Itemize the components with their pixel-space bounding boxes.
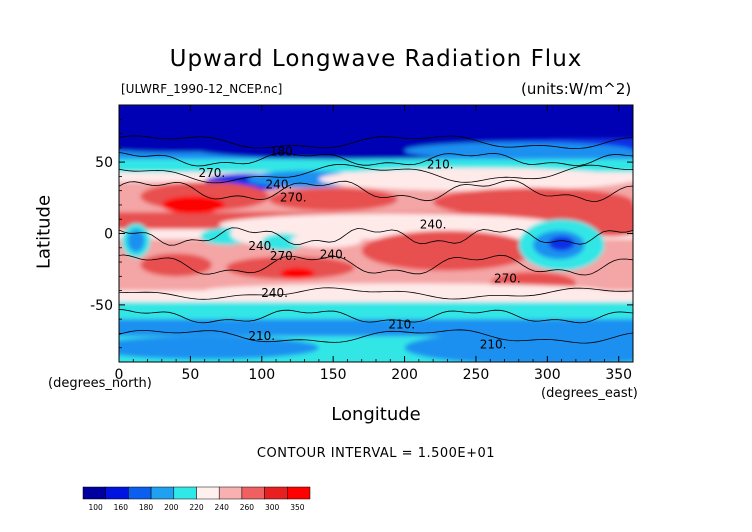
contour-label-12: 210. [388, 317, 415, 331]
x-tick-label: 0 [115, 367, 124, 383]
y-tick-label: 50 [95, 155, 113, 171]
x-tick-label: 300 [534, 367, 561, 383]
colorbar-label: 160 [114, 503, 129, 512]
colorbar: 100 160 180 200 220 240 260 300 350 [82, 486, 311, 512]
contour-label-8: 240. [320, 247, 347, 261]
file-name-label: [ULWRF_1990-12_NCEP.nc] [121, 82, 283, 96]
contour-240-south [119, 287, 633, 300]
chart-title: Upward Longwave Radiation Flux [169, 46, 583, 72]
contour-label-10: 240. [261, 286, 288, 300]
colorbar-label: 300 [265, 503, 280, 512]
contour-label-2: 270. [198, 166, 225, 180]
contour-210-antarctic [119, 329, 633, 344]
blob-npacific-pink [318, 167, 633, 191]
contour-240-north [119, 163, 633, 184]
x-tick-label: 350 [605, 367, 632, 383]
blob-amazon-deep [548, 236, 575, 251]
x-tick-label: 200 [391, 367, 418, 383]
blob-antarctic-blue [404, 330, 633, 362]
contour-180 [119, 135, 633, 150]
blob-africa-blue [127, 229, 145, 253]
blob-itcz-pale [218, 213, 562, 237]
contour-270-south [119, 254, 633, 276]
blob-pacific-nw-red [268, 187, 398, 211]
blob-south-pink [204, 283, 605, 298]
x-tick-label: 150 [320, 367, 347, 383]
contour-210-north [119, 152, 633, 167]
colorbar-swatch [128, 486, 152, 500]
contour-label-7: 270. [270, 249, 297, 263]
blob-australia-hot [280, 267, 315, 280]
blob-sahara-hot [161, 196, 225, 214]
contour-label-13: 210. [480, 337, 507, 351]
x-axis-label: Longitude [331, 404, 421, 425]
blob-spacific-red [361, 230, 534, 271]
y-tick-label: 0 [104, 227, 113, 243]
y-axis-units: (degrees_north) [48, 376, 152, 391]
flux-field [119, 105, 633, 362]
x-tick-label: 50 [181, 367, 199, 383]
contour-210-south [119, 309, 633, 324]
blob-antarctic-blue-w [119, 336, 319, 360]
flux-bands [119, 105, 633, 362]
colorbar-swatch [150, 486, 175, 500]
colorbar-label: 240 [215, 503, 230, 512]
x-axis-units: (degrees_east) [541, 386, 638, 401]
colorbar-label: 350 [290, 503, 305, 512]
contour-label-1: 210. [427, 157, 454, 171]
contour-label-6: 240. [248, 239, 275, 253]
colorbar-label: 100 [88, 503, 103, 512]
contour-label-0: 180. [270, 145, 297, 159]
contour-label-5: 240. [420, 217, 447, 231]
contour-label-3: 240. [266, 177, 293, 191]
contour-lines [119, 135, 633, 344]
x-tick-label: 100 [248, 367, 275, 383]
contour-240-equator [119, 227, 633, 246]
contour-270-north [119, 179, 633, 202]
colorbar-label: 200 [164, 503, 179, 512]
blob-safrica-red [140, 253, 212, 277]
colorbar-swatch [218, 486, 243, 500]
band-south-cyan [119, 302, 633, 320]
colorbar-swatch [173, 486, 197, 500]
colorbar-swatch [264, 486, 288, 500]
blob-arctic-dark [119, 107, 633, 143]
colorbar-swatch [241, 486, 265, 500]
blob-australia-red [226, 256, 355, 280]
colorbar-label: 260 [240, 503, 255, 512]
colorbar-label: 220 [189, 503, 204, 512]
colorbar-label: 180 [139, 503, 154, 512]
contour-label-11: 210. [248, 329, 275, 343]
colorbar-swatch [105, 486, 129, 500]
contour-interval-label: CONTOUR INTERVAL = 1.500E+01 [256, 446, 496, 461]
contour-label-9: 270. [494, 272, 521, 286]
units-text: (units:W/m^2) [521, 80, 632, 98]
x-tick-label: 250 [463, 367, 490, 383]
units-label: (units:W/m^2) [521, 80, 631, 98]
contour-label-4: 270. [280, 190, 307, 204]
axis-ticks: 0 50 100 150 200 250 300 350 -50 0 50 [90, 105, 633, 383]
contour-labels: 180.210.270.240.270.240.240.270. 240.270.… [198, 145, 520, 352]
colorbar-swatch [196, 486, 220, 500]
colorbar-swatch [82, 486, 106, 500]
blob-pacific-pale [290, 233, 362, 248]
colorbar-swatch [287, 486, 311, 500]
y-tick-label: -50 [90, 298, 113, 314]
